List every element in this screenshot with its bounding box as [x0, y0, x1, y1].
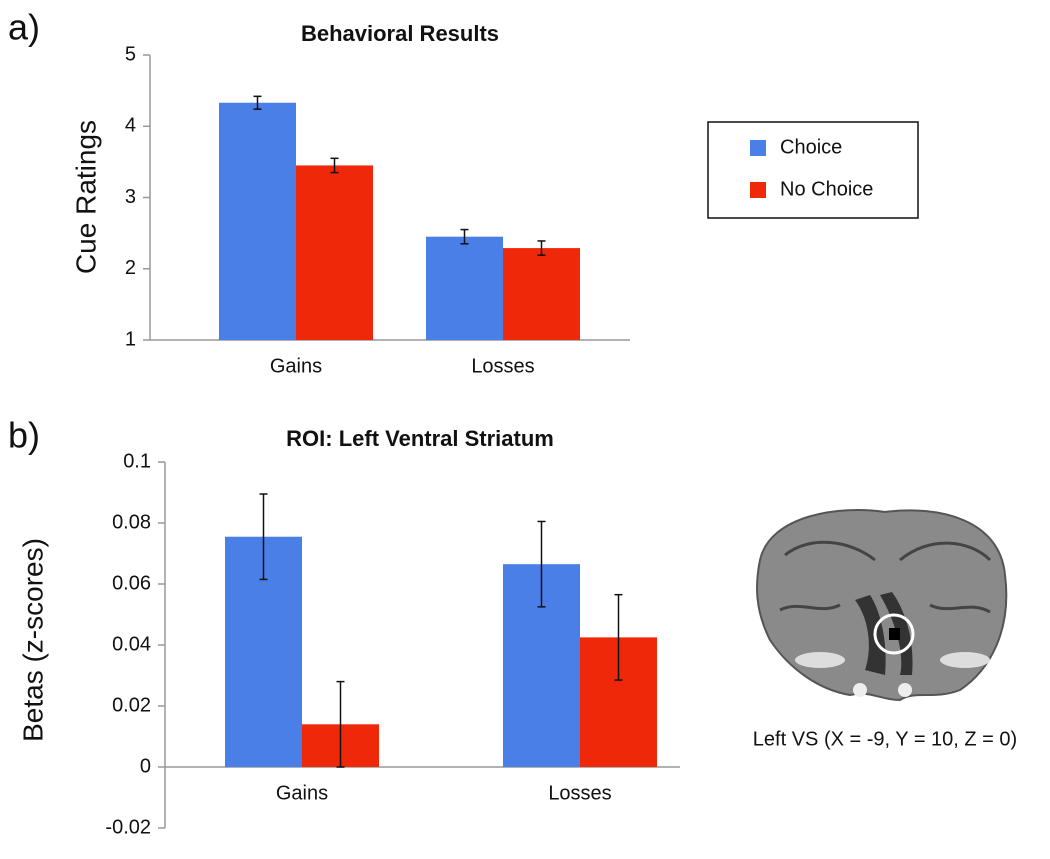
chart-title: Behavioral Results [301, 21, 499, 46]
y-tick-label: 0.08 [112, 511, 151, 533]
y-tick-label: 0.02 [112, 694, 151, 716]
error-bar [253, 95, 262, 110]
bar [503, 248, 580, 340]
y-tick-label: 5 [125, 43, 136, 65]
y-tick-label: 2 [125, 257, 136, 279]
y-tick-label: 0.1 [123, 450, 151, 472]
error-bar [336, 680, 345, 768]
chart-title: ROI: Left Ventral Striatum [286, 426, 554, 451]
legend-swatch [750, 182, 766, 198]
legend-swatch [750, 140, 766, 156]
error-bar [537, 520, 546, 608]
y-axis-label: Betas (z-scores) [17, 538, 48, 742]
error-bar [614, 593, 623, 681]
x-tick-label: Gains [276, 782, 328, 804]
error-bar [259, 493, 268, 581]
legend-box [707, 121, 919, 219]
y-tick-label: 1 [125, 328, 136, 350]
x-tick-label: Gains [270, 355, 322, 377]
y-axis-label: Cue Ratings [70, 120, 101, 274]
legend-label: Choice [780, 136, 842, 158]
x-tick-label: Losses [471, 355, 534, 377]
brain-image [756, 509, 1008, 702]
error-bar [330, 157, 339, 174]
y-tick-label: 0.04 [112, 633, 151, 655]
y-tick-label: 4 [125, 115, 136, 137]
error-bar [460, 228, 469, 245]
y-tick-label: 3 [125, 186, 136, 208]
legend-label: No Choice [780, 178, 873, 200]
bar [296, 165, 373, 340]
x-tick-label: Losses [548, 782, 611, 804]
error-bar [537, 240, 546, 256]
panel-label: b) [8, 415, 40, 456]
bar [426, 236, 503, 340]
y-tick-label: 0 [140, 755, 151, 777]
y-tick-label: 0.06 [112, 572, 151, 594]
image-caption: Left VS (X = -9, Y = 10, Z = 0) [753, 728, 1017, 750]
bar [219, 102, 296, 340]
panel-label: a) [8, 7, 40, 48]
y-tick-label: -0.02 [105, 816, 151, 838]
